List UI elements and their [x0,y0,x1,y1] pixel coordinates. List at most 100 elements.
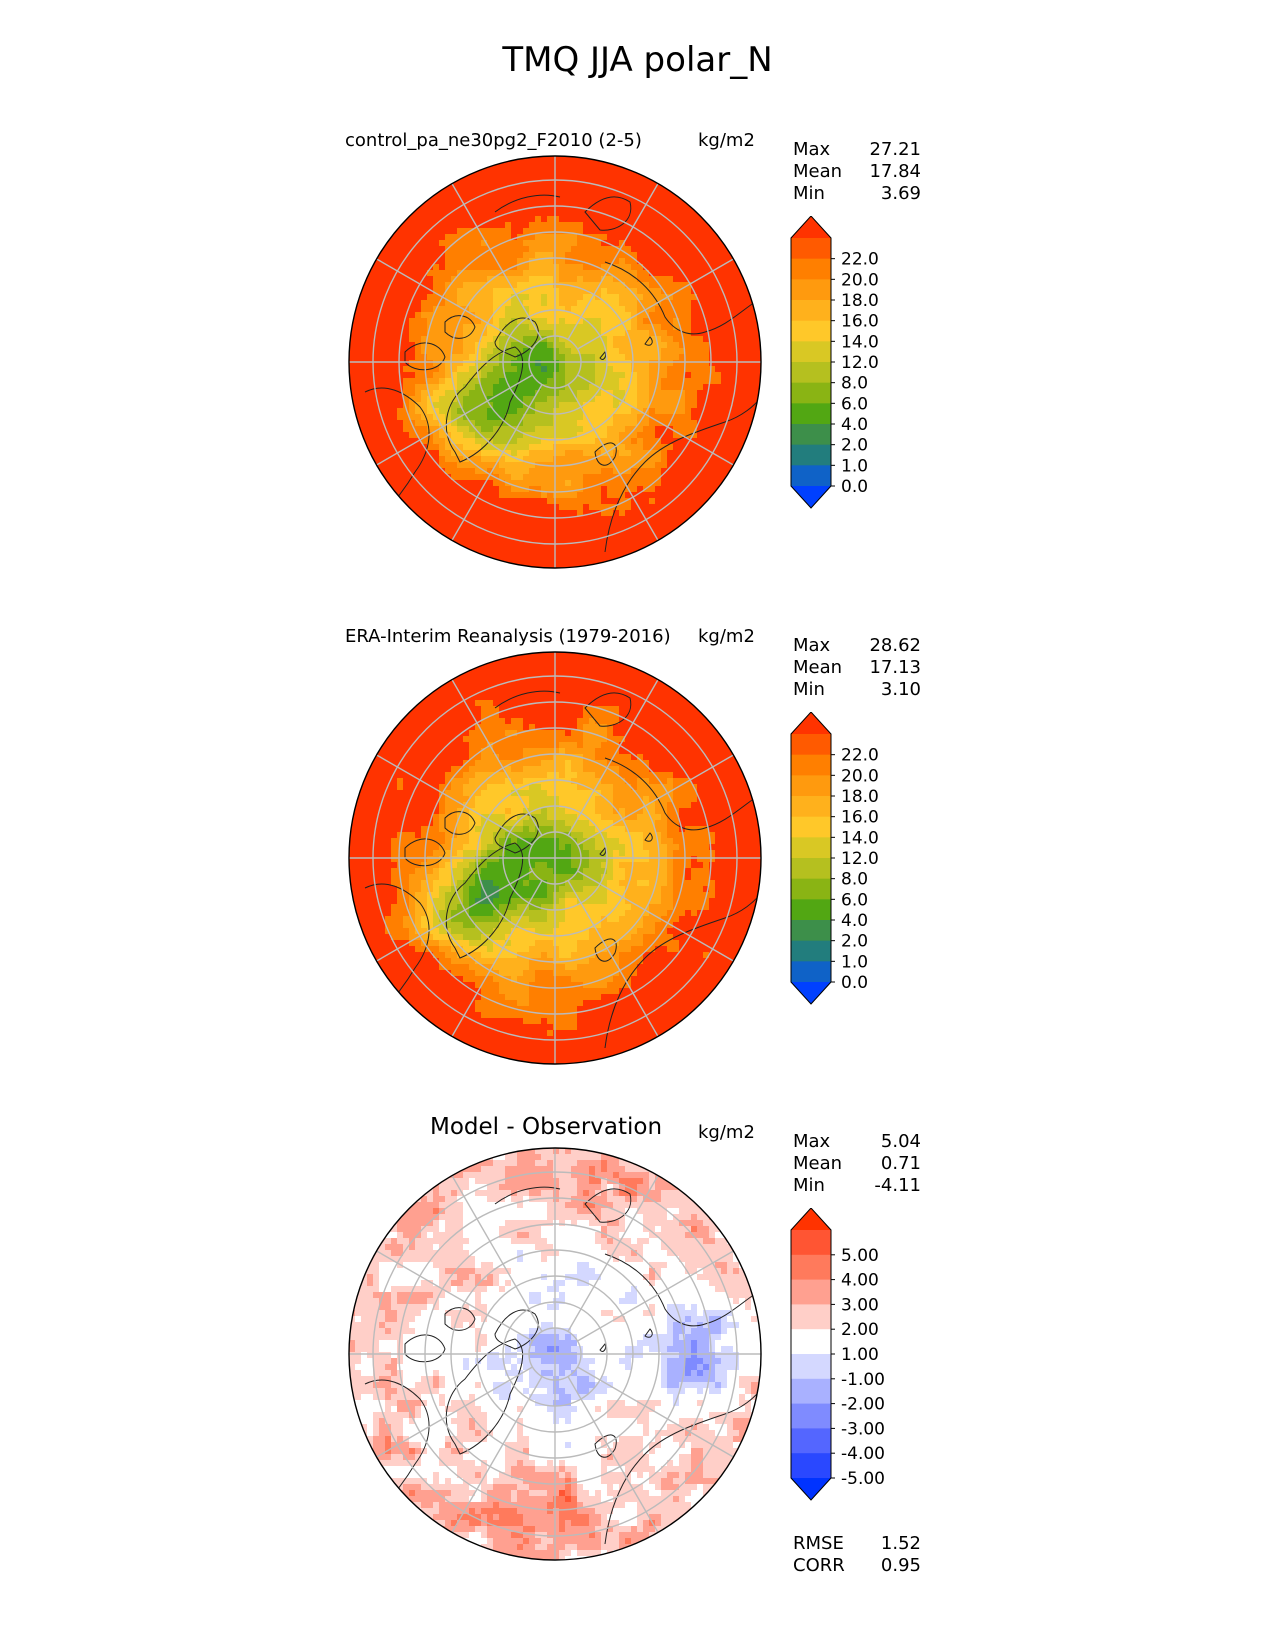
field-cell [457,228,464,235]
field-cell [583,228,590,235]
field-cell [361,306,368,313]
field-cell [631,694,638,701]
longitude-line [376,374,533,466]
field-cell [541,390,548,397]
field-cell [535,664,542,671]
field-cell [553,652,560,659]
field-cell [469,682,476,689]
field-cell [673,390,680,397]
field-cell [433,730,440,737]
field-cell [457,330,464,337]
field-cell [691,402,698,409]
field-cell [697,378,704,385]
field-cell [637,204,644,211]
field-cell [445,742,452,749]
field-cell [385,264,392,271]
field-cell [403,402,410,409]
field-cell [667,438,674,445]
field-cell [499,372,506,379]
field-cell [517,534,524,541]
field-cell [445,360,452,367]
field-cell [625,700,632,707]
field-cell [469,474,476,481]
field-cell [721,270,728,277]
field-cell [733,748,740,755]
field-cell [595,258,602,265]
field-cell [745,342,752,349]
field-cell [607,664,614,671]
field-cell [721,754,728,761]
field-cell [667,510,674,517]
field-cell [613,228,620,235]
field-cell [727,240,734,247]
field-cell [595,712,602,719]
field-cell [757,378,761,385]
field-cell [487,766,494,773]
field-cell [445,772,452,779]
field-cell [457,210,464,217]
field-cell [553,670,560,677]
field-cell [649,216,656,223]
field-cell [685,766,692,773]
field-cell [715,462,722,469]
field-cell [487,276,494,283]
field-cell [547,324,554,331]
field-cell [421,504,428,511]
field-cell [619,456,626,463]
field-cell [619,772,626,779]
field-cell [373,282,380,289]
field-cell [355,336,362,343]
field-cell [661,354,668,361]
field-cell [721,330,728,337]
field-cell [439,312,446,319]
field-cell [601,414,608,421]
field-cell [721,408,728,415]
field-cell [709,282,716,289]
field-cell [505,510,512,517]
field-cell [697,456,704,463]
field-cell [409,324,416,331]
field-cell [655,288,662,295]
field-cell [655,192,662,199]
field-cell [463,252,470,259]
field-cell [481,378,488,385]
field-cell [487,546,494,553]
field-cell [463,736,470,743]
field-cell [433,264,440,271]
field-cell [619,414,626,421]
field-cell [469,694,476,701]
field-cell [553,234,560,241]
field-cell [613,330,620,337]
field-cell [613,258,620,265]
field-cell [385,348,392,355]
field-cell [595,210,602,217]
field-cell [517,342,524,349]
field-cell [691,282,698,289]
field-cell [655,742,662,749]
field-cell [619,360,626,367]
field-cell [517,748,524,755]
field-cell [475,432,482,439]
field-cell [535,354,542,361]
field-cell [571,742,578,749]
field-cell [619,222,626,229]
field-cell [391,348,398,355]
field-cell [535,216,542,223]
field-cell [595,718,602,725]
field-cell [715,246,722,253]
field-cell [511,760,518,767]
field-cell [493,240,500,247]
field-cell [463,348,470,355]
field-cell [361,402,368,409]
field-cell [409,402,416,409]
field-cell [439,766,446,773]
field-cell [685,276,692,283]
field-cell [415,372,422,379]
field-cell [667,706,674,713]
field-cell [703,330,710,337]
field-cell [583,432,590,439]
field-cell [535,222,542,229]
field-cell [505,450,512,457]
field-cell [697,294,704,301]
field-cell [553,396,560,403]
